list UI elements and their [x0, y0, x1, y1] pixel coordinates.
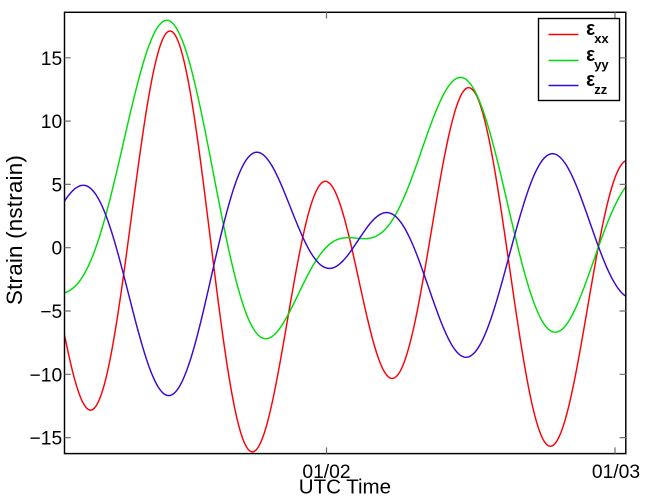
- svg-text:zz: zz: [594, 82, 608, 97]
- svg-text:xx: xx: [594, 31, 609, 46]
- svg-text:ε: ε: [586, 69, 595, 91]
- svg-text:−15: −15: [29, 429, 62, 450]
- svg-text:ε: ε: [586, 18, 595, 40]
- svg-text:01/03: 01/03: [592, 462, 640, 483]
- svg-text:01/02: 01/02: [302, 462, 350, 483]
- svg-text:ε: ε: [586, 44, 595, 66]
- svg-text:−5: −5: [40, 302, 62, 323]
- svg-text:Strain (nstrain): Strain (nstrain): [2, 155, 27, 305]
- svg-text:0: 0: [51, 239, 62, 260]
- svg-text:10: 10: [41, 112, 62, 133]
- svg-text:15: 15: [41, 49, 62, 70]
- svg-text:yy: yy: [594, 57, 609, 72]
- svg-text:5: 5: [51, 175, 62, 196]
- svg-text:−10: −10: [29, 365, 62, 386]
- svg-text:UTC Time: UTC Time: [299, 476, 391, 499]
